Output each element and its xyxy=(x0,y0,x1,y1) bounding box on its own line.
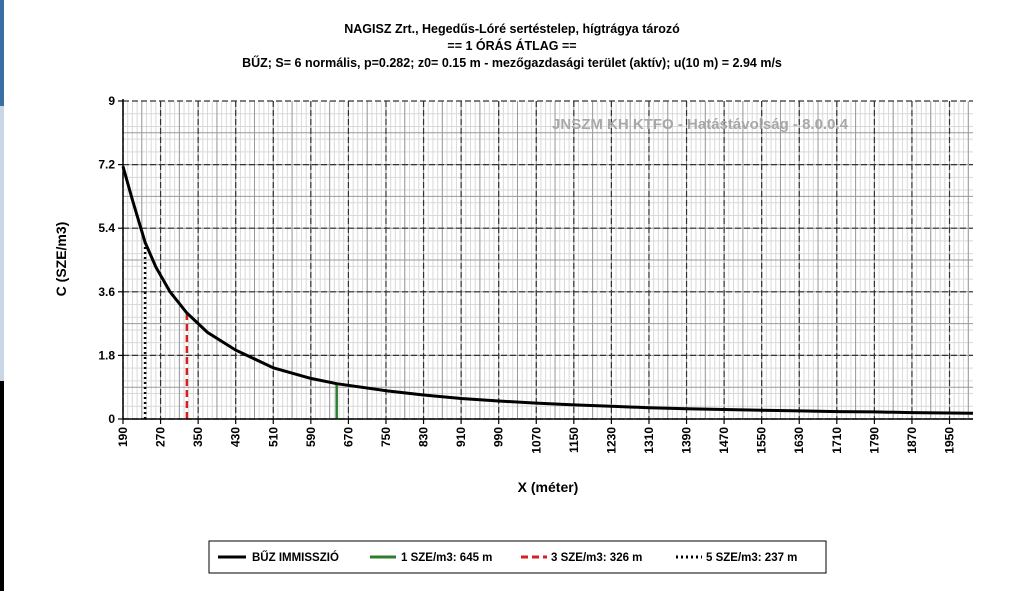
x-axis-label: X (méter) xyxy=(518,479,579,495)
legend-box xyxy=(208,540,827,574)
y-tick-labels: 0 1.8 3.6 5.4 7.2 9 xyxy=(98,94,115,426)
x-tick-label: 670 xyxy=(341,427,355,447)
x-tick-label: 430 xyxy=(229,427,243,447)
x-tick-label: 1710 xyxy=(830,427,844,454)
major-grid xyxy=(122,100,973,420)
x-tick-label: 910 xyxy=(454,427,468,447)
strip-mid xyxy=(0,106,4,381)
x-tick-label: 190 xyxy=(116,427,130,447)
x-tick-label: 1870 xyxy=(905,427,919,454)
y-tick-label: 1.8 xyxy=(98,348,115,362)
y-tick-label: 7.2 xyxy=(98,158,115,172)
x-tick-label: 830 xyxy=(417,427,431,447)
x-tick-label: 1630 xyxy=(792,427,806,454)
x-tick-label: 270 xyxy=(154,427,168,447)
y-tick-label: 9 xyxy=(108,94,115,108)
grid xyxy=(123,101,973,419)
legend: BŰZ IMMISSZIÓ 1 SZE/m3: 645 m 3 SZE/m3: 32… xyxy=(208,540,827,574)
legend-label-3: 5 SZE/m3: 237 m xyxy=(706,552,797,564)
legend-label-0: BŰZ IMMISSZIÓ xyxy=(252,551,339,564)
x-tick-label: 590 xyxy=(304,427,318,447)
y-tick-label: 3.6 xyxy=(98,285,115,299)
chart-subtitle-2: BŰZ; S= 6 normális, p=0.282; z0= 0.15 m … xyxy=(242,55,782,70)
left-window-strip xyxy=(0,0,4,591)
chart-title: NAGISZ Zrt., Hegedűs-Lóré sertéstelep, h… xyxy=(344,22,680,36)
x-tick-label: 1470 xyxy=(717,427,731,454)
y-axis-label: C (SZE/m3) xyxy=(53,222,69,297)
x-tick-label: 1310 xyxy=(642,427,656,454)
x-tick-label: 1550 xyxy=(755,427,769,454)
legend-label-1: 1 SZE/m3: 645 m xyxy=(401,552,492,564)
x-tick-label: 1790 xyxy=(867,427,881,454)
x-tick-label: 1390 xyxy=(680,427,694,454)
axes xyxy=(118,99,973,424)
x-tick-label: 510 xyxy=(266,427,280,447)
x-tick-labels: 190 270 350 430 510 590 670 750 830 910 990 1070 115… xyxy=(116,427,957,454)
threshold-markers xyxy=(143,242,338,419)
chart-subtitle-1: == 1 ÓRÁS ÁTLAG == xyxy=(447,38,576,53)
x-tick-label: 990 xyxy=(492,427,506,447)
x-tick-label: 1950 xyxy=(943,427,957,454)
x-tick-label: 350 xyxy=(191,427,205,447)
strip-top xyxy=(0,0,4,106)
y-tick-label: 0 xyxy=(108,412,115,426)
strip-bot xyxy=(0,381,4,591)
x-tick-label: 750 xyxy=(379,427,393,447)
watermark-text: JNSZM KH KTFO - Hatástávolság - 8.0.0.4 xyxy=(552,116,849,133)
x-tick-label: 1230 xyxy=(604,427,618,454)
x-tick-label: 1150 xyxy=(567,427,581,453)
legend-label-2: 3 SZE/m3: 326 m xyxy=(551,552,642,564)
series-line-buz-immisszio xyxy=(121,165,974,415)
x-tick-label: 1070 xyxy=(529,427,543,454)
y-tick-label: 5.4 xyxy=(98,221,115,235)
